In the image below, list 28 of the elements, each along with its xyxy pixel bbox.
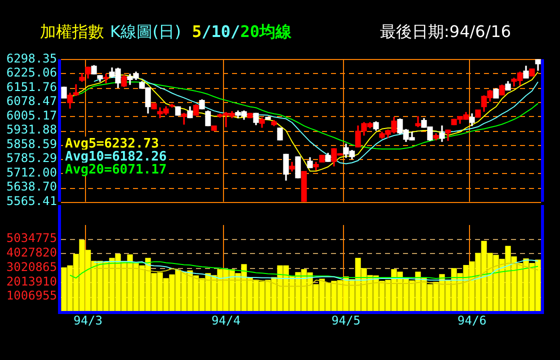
y-tick-label: 6078.47 xyxy=(6,94,57,108)
y-tick-label: 3020865 xyxy=(6,260,57,274)
text: Avg5=6232.73 xyxy=(65,136,159,152)
y-tick-label: 5785.29 xyxy=(6,151,57,166)
y-tick-label: 6225.06 xyxy=(6,66,57,80)
text: Avg10=6182.26 xyxy=(65,150,167,165)
text: Avg20=6071.17 xyxy=(65,162,167,178)
text: 最後日期:94/6/16 xyxy=(380,22,512,41)
y-tick-label: 2013910 xyxy=(6,274,57,288)
y-tick-label: 6151.76 xyxy=(6,80,57,94)
y-tick-label: 6298.35 xyxy=(6,51,57,66)
y-tick-label: 5858.59 xyxy=(6,136,57,151)
x-tick-label: 94/5 xyxy=(332,313,360,328)
y-tick-label: 6005.17 xyxy=(6,108,57,122)
y-tick-label: 5034775 xyxy=(6,230,57,245)
y-tick-label: 5931.88 xyxy=(6,122,57,137)
text: 5/10/20均線 xyxy=(192,22,292,41)
candlestick xyxy=(103,74,109,84)
y-tick-label: 1006955 xyxy=(6,288,57,303)
x-tick-label: 94/6 xyxy=(458,313,486,328)
x-tick-label: 94/4 xyxy=(212,313,240,328)
y-tick-label: 5638.70 xyxy=(6,180,57,194)
x-tick-label: 94/3 xyxy=(74,313,102,328)
chart-title: 加權指數 xyxy=(40,22,104,41)
y-tick-label: 4027820 xyxy=(6,245,57,260)
y-tick-label: 5712.00 xyxy=(6,165,57,180)
chart-subtitle: K線圖(日) xyxy=(110,22,181,41)
y-tick-label: 5565.41 xyxy=(6,194,57,208)
